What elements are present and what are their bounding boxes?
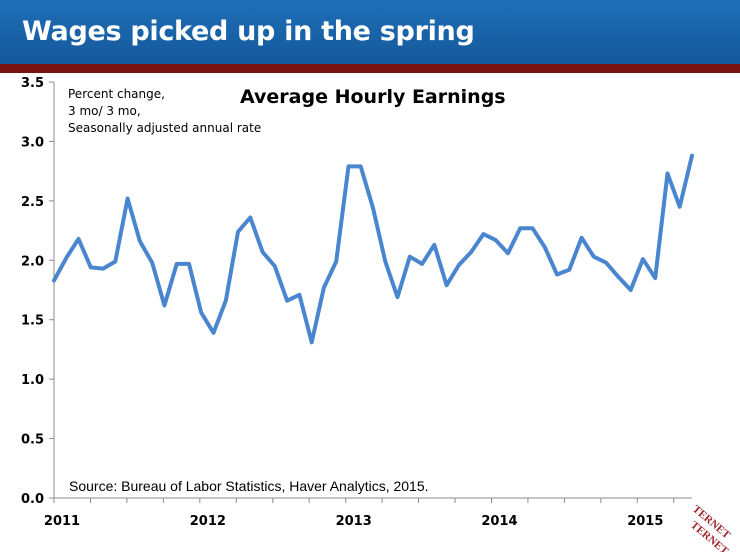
chart-axes: 0.0 0.5 1.0 1.5 2.0 2.5 3.0 3.5 2011 2012 2013 2014… xyxy=(21,76,692,529)
institution-logo: TERNET TERNET xyxy=(688,503,733,552)
header-bar: Wages picked up in the spring xyxy=(0,0,740,64)
header-stripe xyxy=(0,64,740,73)
y-tick-label: 0.0 xyxy=(21,492,44,507)
y-tick-label: 2.0 xyxy=(21,254,44,269)
series-line xyxy=(52,153,694,345)
chart-title: Average Hourly Earnings xyxy=(240,86,506,108)
y-tick-label: 3.5 xyxy=(21,76,44,91)
chart-note-line: Seasonally adjusted annual rate xyxy=(68,121,262,135)
slide-title: Wages picked up in the spring xyxy=(22,16,475,47)
y-tick-label: 1.5 xyxy=(21,314,44,329)
x-tick-label: 2013 xyxy=(336,514,372,529)
y-tick-label: 2.5 xyxy=(21,195,44,210)
x-tick-label: 2011 xyxy=(44,514,80,529)
y-tick-label: 3.0 xyxy=(21,135,44,150)
x-tick-label: 2012 xyxy=(190,514,226,529)
chart-plot xyxy=(52,153,694,345)
chart-note-line: Percent change, xyxy=(68,87,165,101)
x-tick-label: 2014 xyxy=(481,514,517,529)
x-tick-label: 2015 xyxy=(627,514,663,529)
source-note: Source: Bureau of Labor Statistics, Have… xyxy=(69,478,429,494)
chart-note-line: 3 mo/ 3 mo, xyxy=(68,104,141,118)
y-tick-label: 1.0 xyxy=(21,373,44,388)
y-tick-label: 0.5 xyxy=(21,433,44,448)
chart-note: Percent change, 3 mo/ 3 mo, Seasonally a… xyxy=(68,86,261,137)
